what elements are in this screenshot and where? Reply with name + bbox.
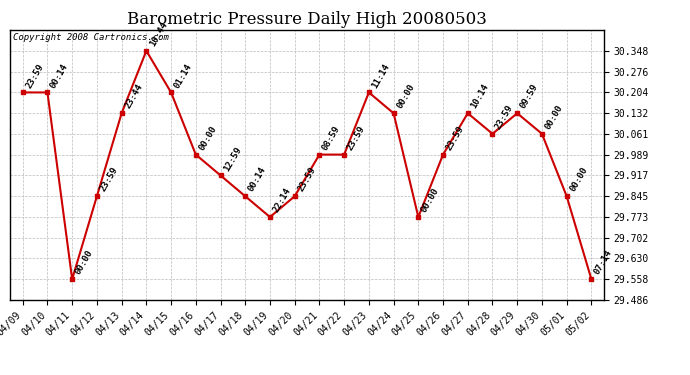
Text: 23:59: 23:59 xyxy=(98,166,119,194)
Text: 10:14: 10:14 xyxy=(469,83,491,111)
Text: 00:14: 00:14 xyxy=(49,62,70,90)
Text: 23:59: 23:59 xyxy=(444,124,466,152)
Text: 11:14: 11:14 xyxy=(371,62,391,90)
Text: 22:14: 22:14 xyxy=(271,186,293,214)
Text: 23:59: 23:59 xyxy=(494,103,515,131)
Text: 10:44: 10:44 xyxy=(148,20,169,48)
Text: 00:00: 00:00 xyxy=(420,186,441,214)
Text: 00:00: 00:00 xyxy=(395,83,416,111)
Text: 01:14: 01:14 xyxy=(172,62,194,90)
Text: 09:59: 09:59 xyxy=(519,83,540,111)
Text: 00:14: 00:14 xyxy=(246,166,268,194)
Text: 00:00: 00:00 xyxy=(543,103,564,131)
Text: 00:00: 00:00 xyxy=(568,166,589,194)
Title: Barometric Pressure Daily High 20080503: Barometric Pressure Daily High 20080503 xyxy=(127,12,487,28)
Text: 00:00: 00:00 xyxy=(197,124,219,152)
Text: 07:14: 07:14 xyxy=(593,249,614,276)
Text: 23:59: 23:59 xyxy=(346,124,367,152)
Text: 23:44: 23:44 xyxy=(123,83,144,111)
Text: 23:59: 23:59 xyxy=(296,166,317,194)
Text: 08:59: 08:59 xyxy=(321,124,342,152)
Text: 23:59: 23:59 xyxy=(24,62,46,90)
Text: 12:59: 12:59 xyxy=(222,145,243,172)
Text: 00:00: 00:00 xyxy=(74,249,95,276)
Text: Copyright 2008 Cartronics.com: Copyright 2008 Cartronics.com xyxy=(13,33,169,42)
